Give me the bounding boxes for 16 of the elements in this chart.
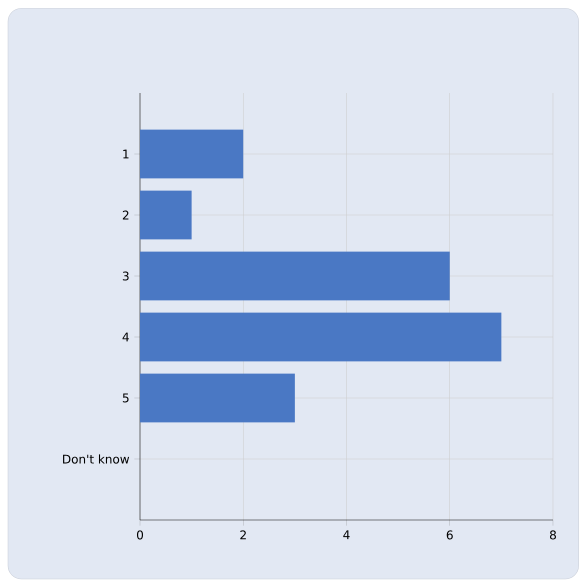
- y-tick-label: 2: [122, 210, 128, 220]
- bar: [140, 130, 244, 178]
- x-tick-label: 2: [240, 530, 246, 540]
- bar: [140, 190, 192, 240]
- y-tick-label: Don't know: [63, 454, 130, 464]
- x-tick-label: 6: [446, 530, 453, 540]
- bar: [140, 252, 450, 300]
- y-tick-label: 4: [122, 332, 129, 342]
- x-tick-label: 0: [136, 530, 144, 540]
- y-tick-label: 3: [122, 271, 129, 281]
- y-tick-label: 1: [123, 150, 128, 158]
- x-tick-label: 4: [343, 530, 350, 540]
- y-tick-label: 5: [122, 394, 129, 402]
- bar: [140, 374, 295, 422]
- x-tick-label: 8: [550, 530, 556, 540]
- bar: [140, 312, 502, 362]
